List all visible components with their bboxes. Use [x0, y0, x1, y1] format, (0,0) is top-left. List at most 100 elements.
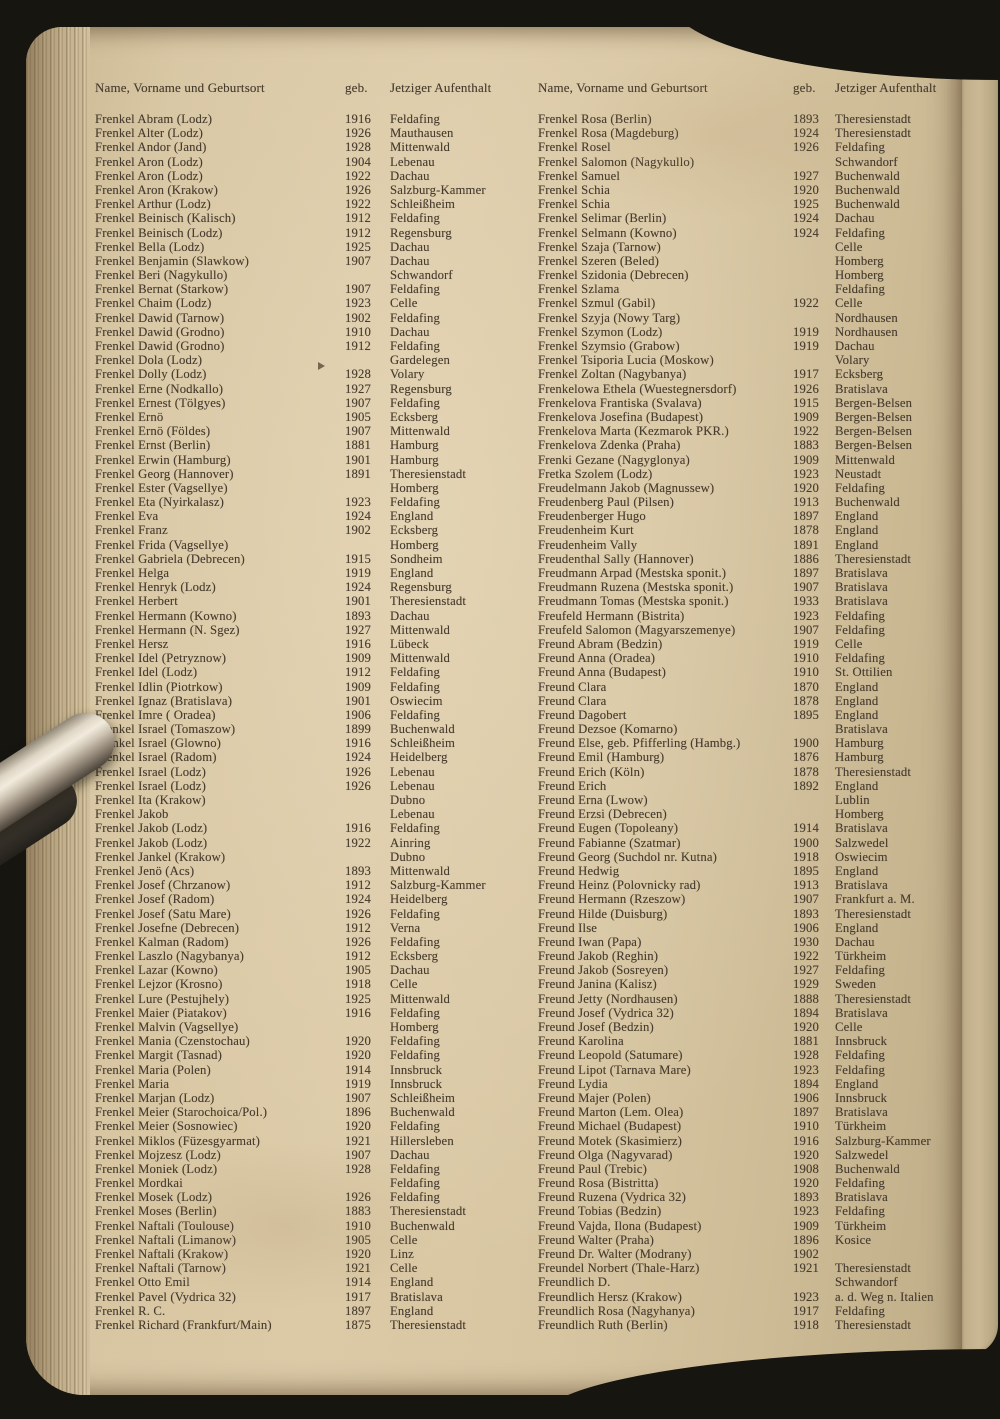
entry-place: Feldafing	[390, 339, 440, 353]
entry-row: Frenkel Dolly (Lodz) 1928 Volary	[95, 367, 509, 381]
entry-place: Salzwedel	[835, 835, 889, 850]
entry-name: Frenkel Otto Emil	[95, 1275, 190, 1290]
entry-name: Freund Erzsi (Debrecen)	[538, 807, 667, 822]
entry-name: Frenkel Benjamin (Slawkow)	[95, 253, 250, 268]
entry-place: Heidelberg	[390, 750, 448, 765]
entry-year: 1907	[345, 395, 371, 410]
entry-place: Bergen-Belsen	[835, 409, 913, 424]
entry-row: Freund Else, geb. Pfifferling (Hambg.) 19…	[538, 736, 978, 750]
entry-name: Freund Tobias (Bedzin)	[538, 1204, 662, 1219]
entry-name: Frenkel Ernö (Földes)	[95, 424, 211, 439]
entry-year: 1914	[793, 821, 819, 836]
entry-year: 1923	[793, 1289, 819, 1304]
entry-row: Frenkel Erwin (Hamburg) 1901 Hamburg	[95, 453, 509, 467]
entry-place: Hamburg	[390, 438, 439, 453]
entry-row: Frenkel Szmul (Gabil) 1922 Celle	[538, 296, 978, 310]
entry-place: Homberg	[835, 268, 884, 283]
entry-name: Frenkel Erne (Nodkallo)	[95, 381, 224, 396]
entry-place: Feldafing	[390, 707, 440, 722]
entry-row: Freund Eugen (Topoleany) 1914 Bratislava	[538, 821, 978, 835]
entry-row: Frenkel Israel (Lodz) 1926 Lebenau	[95, 765, 509, 779]
header-residence: Jetziger Aufenthalt	[835, 80, 937, 95]
entry-year: 1893	[345, 863, 371, 878]
entry-year: 1894	[793, 1005, 819, 1020]
entry-row: Frenkel Idlin (Piotrkow) 1909 Feldafing	[95, 680, 509, 694]
entry-year: 1907	[345, 253, 371, 268]
entry-name: Frenkel Josef (Chrzanow)	[95, 878, 231, 893]
entry-name: Freund Motek (Skasimierz)	[538, 1133, 682, 1148]
entry-year: 1919	[793, 324, 819, 339]
entry-name: Frenkel Szeren (Beled)	[538, 253, 659, 268]
entry-row: Frenkel Helga 1919 England	[95, 566, 509, 580]
entry-year: 1922	[793, 949, 819, 964]
entry-year: 1926	[345, 1190, 390, 1204]
entry-name: Freund Emil (Hamburg)	[538, 750, 665, 765]
entry-year: 1907	[793, 580, 819, 595]
entry-place: Celle	[835, 239, 863, 254]
page-stack-edges	[26, 27, 90, 1395]
entry-year: 1925	[345, 991, 371, 1006]
entry-year: 1919	[793, 636, 819, 651]
entry-name: Frenkel Hermann (N. Sgez)	[95, 622, 240, 637]
entry-place: Bratislava	[835, 878, 888, 893]
entry-name: Freund Michael (Budapest)	[538, 1119, 682, 1134]
entry-place: Theresienstadt	[390, 1317, 467, 1332]
entry-name: Frenkel Gabriela (Debrecen)	[95, 551, 245, 566]
entry-name: Freund Jakob (Sosreyen)	[538, 963, 669, 978]
entry-name: Frenkel Szidonia (Debrecen)	[538, 268, 689, 283]
entry-place: Oswiecim	[390, 693, 443, 708]
entry-year: 1924	[793, 211, 819, 226]
entry-year: 1927	[793, 169, 835, 183]
entry-place: Feldafing	[835, 608, 885, 623]
entry-place: Innsbruck	[390, 1076, 443, 1091]
entry-row: Frenkel Ernst (Berlin) 1881 Hamburg	[95, 438, 509, 452]
entry-name: Frenkel Bella (Lodz)	[95, 239, 205, 254]
entry-row: Frenkel Hermann (N. Sgez) 1927 Mittenwald	[95, 623, 509, 637]
entry-name: Frenkel Idlin (Piotrkow)	[95, 679, 223, 694]
entry-place: Bratislava	[835, 722, 888, 737]
entry-place: Feldafing	[390, 395, 440, 410]
entry-place: Lübeck	[390, 636, 429, 651]
entry-row: Freufeld Salomon (Magyarszemenye) 1907 Fel…	[538, 623, 978, 637]
entry-name: Frenkel Andor (Jand)	[95, 140, 207, 155]
entry-year: 1920	[793, 1176, 819, 1191]
entry-row: Frenkel Frida (Vagsellye) Homberg	[95, 538, 509, 552]
entry-place: Dachau	[390, 608, 430, 623]
entry-name: Frenkel Lazar (Kowno)	[95, 963, 218, 978]
entry-name: Frenkel Moses (Berlin)	[95, 1204, 217, 1219]
entry-row: Frenkel Imre ( Oradea) 1906 Feldafing	[95, 708, 509, 722]
entry-year: 1924	[345, 750, 371, 765]
entry-year: 1906	[793, 1090, 819, 1105]
entry-row: Freund Dr. Walter (Modrany) 1902	[538, 1247, 978, 1261]
entry-year: 1920	[793, 1147, 819, 1162]
entry-row: Freundlich Rosa (Nagyhanya) 1917 Feldafing	[538, 1304, 978, 1318]
entry-place: Lebenau	[390, 764, 435, 779]
entry-place: Mittenwald	[390, 651, 450, 666]
entry-row: Frenkel Pavel (Vydrica 32) 1917Bratislava	[95, 1290, 509, 1304]
entry-name: Freund Marton (Lem. Olea)	[538, 1105, 684, 1120]
entry-row: Freund Dagobert 1895 England	[538, 708, 978, 722]
entry-row: Frenkel Mania (Czenstochau) 1920 Feldafing	[95, 1034, 509, 1048]
entry-row: Freund Fabianne (Szatmar) 1900 Salzwedel	[538, 836, 978, 850]
entry-name: Frenkel Ernö	[95, 409, 164, 424]
entry-year: 1881	[793, 1034, 819, 1049]
entry-row: Frenkel Ernö (Földes) 1907 Mittenwald	[95, 424, 509, 438]
entry-place: Verna	[390, 920, 421, 935]
entry-row: Freund Lipot (Tarnava Mare) 1923 Feldafing	[538, 1063, 978, 1077]
entry-name: Frenkel Zoltan (Nagybanya)	[538, 367, 687, 382]
entry-name: Frenkel Schia	[538, 197, 611, 212]
entry-row: Freudenberg Paul (Pilsen) 1913 Buchenwald	[538, 495, 978, 509]
entry-place: England	[835, 1076, 879, 1091]
entry-name: Frenkel Selimar (Berlin)	[538, 211, 667, 226]
entry-place: Feldafing	[390, 906, 440, 921]
entry-name: Freundlich Ruth (Berlin)	[538, 1317, 668, 1332]
entry-year: 1922	[793, 424, 819, 439]
entry-row: Frenkel Lazar (Kowno) 1905 Dachau	[95, 963, 509, 977]
entry-row: Frenkel Mordkai Feldafing	[95, 1176, 509, 1190]
entry-name: Freund Hermann (Rzeszow)	[538, 892, 686, 907]
entry-row: Freund Leopold (Satumare) 1928 Feldafing	[538, 1048, 978, 1062]
entry-row: Freund Jetty (Nordhausen) 1888 Theresienst…	[538, 992, 978, 1006]
entry-row: Freund Hermann (Rzeszow) 1907 Frankfurt a.…	[538, 892, 978, 906]
entry-row: Freund Iwan (Papa) 1930 Dachau	[538, 935, 978, 949]
